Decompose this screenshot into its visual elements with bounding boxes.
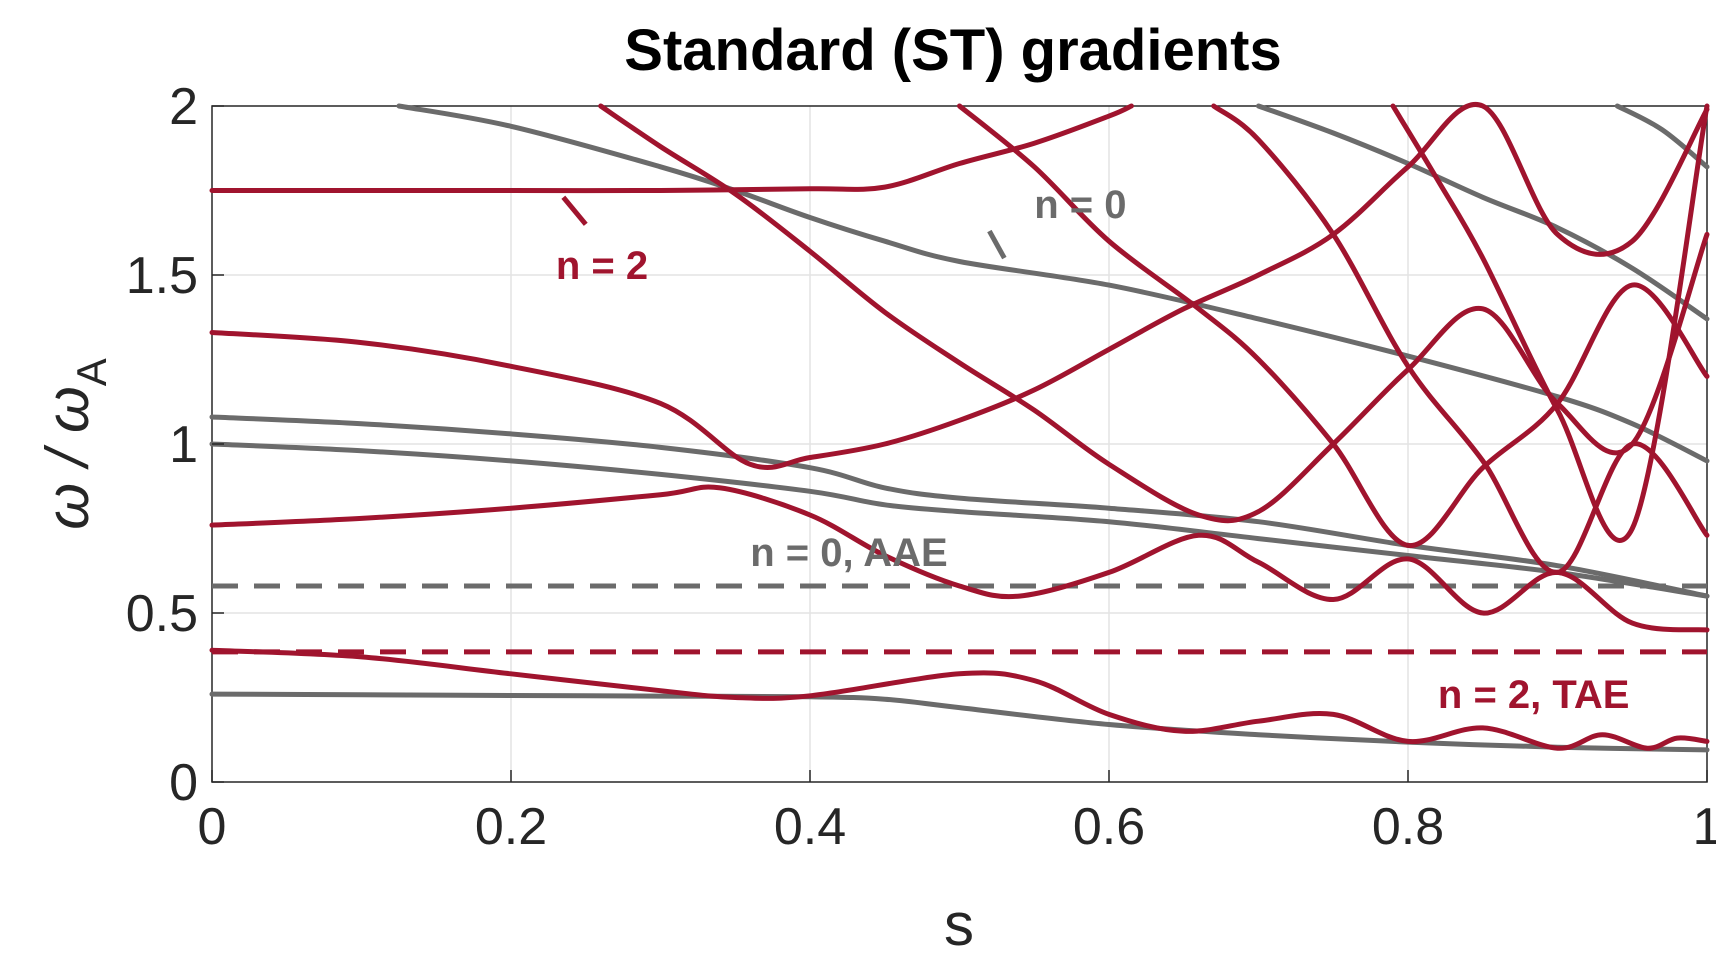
y-tick-label: 1 xyxy=(169,416,198,474)
reference-lines xyxy=(212,583,1707,655)
annotation-label: n = 0 xyxy=(1034,183,1126,227)
series-line-n2 xyxy=(1390,103,1710,543)
y-axis-label: ω / ωA xyxy=(34,358,115,529)
y-tick-label: 0 xyxy=(169,754,198,812)
series-group xyxy=(209,101,1710,753)
series-line-n0 xyxy=(209,441,1710,599)
chart-title: Standard (ST) gradients xyxy=(624,18,1281,83)
y-tick-label: 0.5 xyxy=(126,585,198,643)
series-line-n2 xyxy=(209,101,1710,470)
x-tick-label: 0.4 xyxy=(774,798,846,856)
annotation-label: n = 2 xyxy=(556,244,648,288)
series-line-n0 xyxy=(1256,103,1710,322)
x-tick-label: 0.6 xyxy=(1073,798,1145,856)
x-tick-label: 0.8 xyxy=(1372,798,1444,856)
x-axis-label: s xyxy=(944,891,974,958)
y-axis-label-group: ω / ωA xyxy=(34,358,115,529)
series-line-n2 xyxy=(209,484,1710,633)
series-line-n2 xyxy=(957,103,1710,548)
x-tick-label: 0.2 xyxy=(475,798,547,856)
series-line-n0 xyxy=(209,414,1710,599)
y-tick-label: 2 xyxy=(169,78,198,136)
y-tick-label: 1.5 xyxy=(126,247,198,305)
annotation-pointer xyxy=(987,229,1007,260)
series-line-n0 xyxy=(209,691,1710,753)
y-axis-label-sub: A xyxy=(68,358,115,386)
annotation-pointer xyxy=(561,195,588,226)
x-tick-label: 1 xyxy=(1693,798,1716,856)
series-line-n2 xyxy=(209,647,1710,751)
y-axis-label-main: ω / ω xyxy=(34,386,101,529)
annotation-label: n = 0, AAE xyxy=(750,531,947,575)
series-line-n2 xyxy=(209,103,1134,194)
annotation-label: n = 2, TAE xyxy=(1438,673,1630,717)
x-tick-label: 0 xyxy=(198,798,227,856)
series-line-n2 xyxy=(1211,103,1710,575)
axis-ticks: 0 0.2 0.4 0.6 0.8 1 0 0.5 1 1.5 2 xyxy=(126,78,1716,856)
series-line-n0 xyxy=(396,103,1710,464)
annotations: n = 2 n = 0 n = 0, AAE n = 2, TAE xyxy=(556,183,1630,717)
annotation-pointers xyxy=(561,195,1007,260)
